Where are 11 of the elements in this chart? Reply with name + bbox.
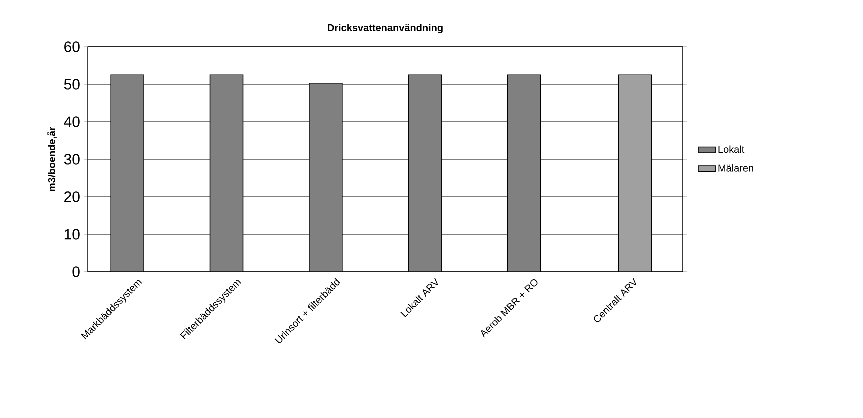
legend-label: Lokalt: [718, 146, 745, 154]
y-tick-label: 50: [64, 79, 80, 90]
chart-title: Dricksvattenanvändning: [328, 24, 443, 34]
y-tick-label: 30: [64, 154, 80, 165]
y-tick-label: 10: [64, 229, 80, 240]
y-tick-label: 0: [72, 266, 80, 278]
legend-label: Mälaren: [718, 164, 754, 172]
y-tick-label: 60: [64, 42, 80, 52]
y-tick-label: 40: [64, 116, 80, 128]
y-tick-label: 20: [64, 192, 80, 202]
y-axis-title: m3/boende,år: [47, 127, 57, 192]
